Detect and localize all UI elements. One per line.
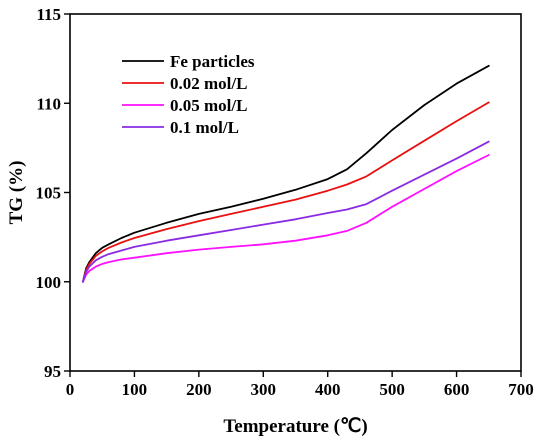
plot-frame	[69, 13, 522, 372]
series-line-1	[82, 101, 490, 283]
x-tick-label: 200	[186, 380, 212, 399]
legend-label: Fe particles	[170, 52, 255, 71]
series-line-3	[82, 140, 490, 283]
y-tick-label: 100	[36, 273, 62, 292]
legend-label: 0.05 mol/L	[170, 96, 247, 115]
y-axis-label: TG (%)	[6, 161, 27, 225]
plot-axes	[69, 13, 522, 372]
series-line-2	[82, 154, 490, 283]
x-tick-label: 400	[315, 380, 341, 399]
x-tick-label: 500	[379, 380, 405, 399]
x-tick-label: 100	[122, 380, 148, 399]
y-tick-label: 105	[36, 184, 62, 203]
x-tick-label: 0	[66, 380, 75, 399]
x-tick-label: 600	[444, 380, 470, 399]
x-tick-label: 700	[508, 380, 534, 399]
y-tick-label: 95	[44, 362, 61, 381]
legend: Fe particles 0.02 mol/L 0.05 mol/L 0.1 mol/…	[122, 52, 255, 137]
series-line-0	[82, 64, 490, 283]
legend-label: 0.1 mol/L	[170, 118, 239, 137]
axis-ticks: 0 100 200 300 400 500 600 700 95 100 105 110 115	[36, 5, 534, 399]
y-tick-label: 115	[36, 5, 61, 24]
x-axis-label: Temperature (℃)	[223, 416, 367, 437]
legend-label: 0.02 mol/L	[170, 74, 247, 93]
series-lines	[82, 64, 490, 283]
y-tick-label: 110	[36, 94, 61, 113]
x-tick-label: 300	[251, 380, 277, 399]
